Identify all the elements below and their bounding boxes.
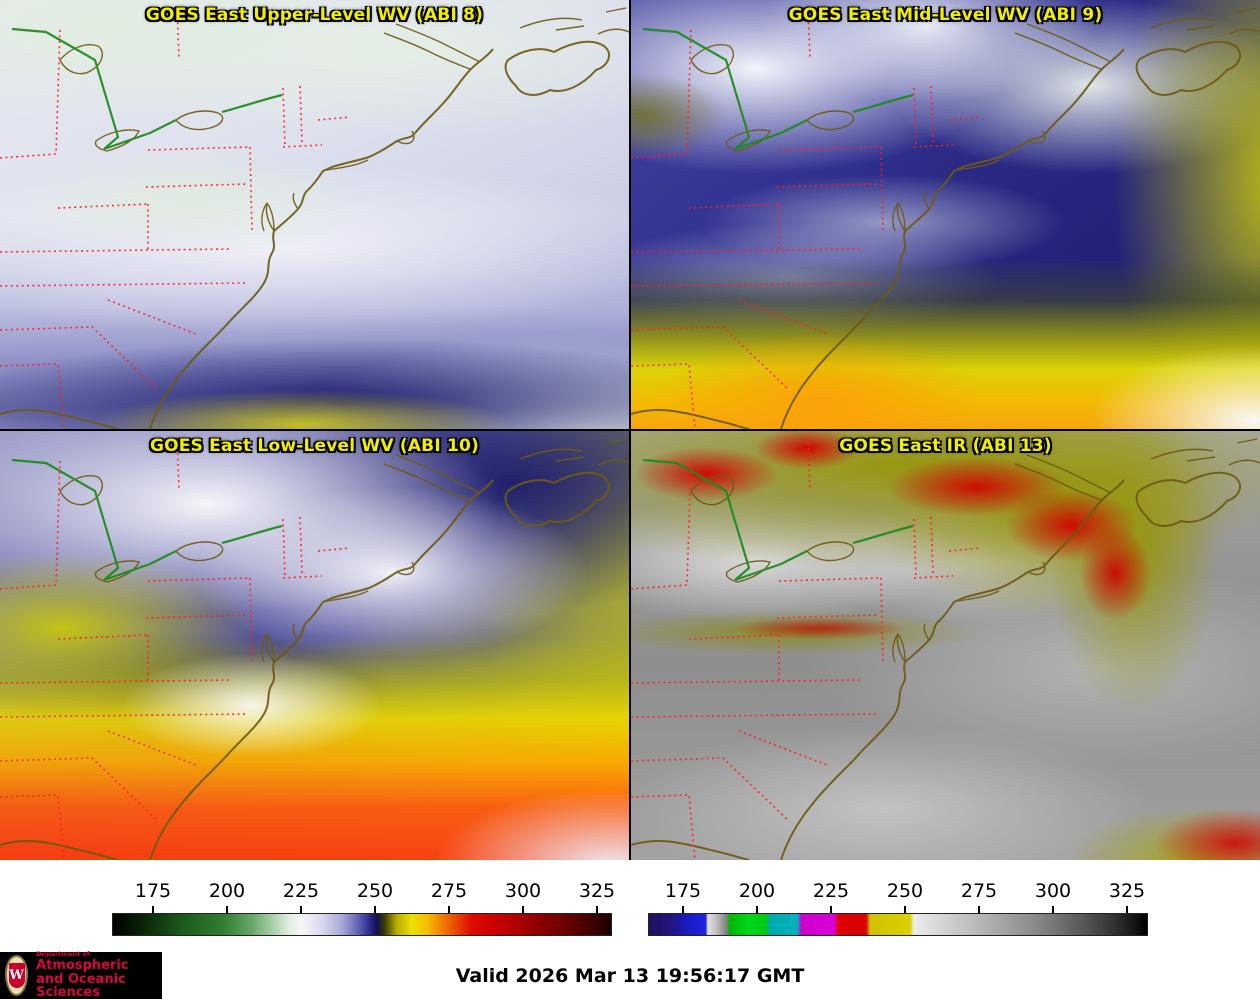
logo-text: Department of Atmospheric and Oceanic Sc…: [36, 951, 162, 999]
wv-colorbar-gradient: [112, 913, 612, 936]
uw-crest-icon: W: [5, 955, 29, 996]
tick-label: 275: [430, 880, 468, 902]
tick-label: 300: [1034, 880, 1072, 902]
crest-letter: W: [9, 968, 24, 983]
map-overlay: [0, 431, 629, 860]
tick-label: 200: [738, 880, 776, 902]
map-overlay: [631, 0, 1260, 429]
logo-line-3: and Oceanic Sciences: [36, 971, 126, 999]
tick-label: 250: [356, 880, 394, 902]
tick-label: 325: [1108, 880, 1146, 902]
panel-mid-level-wv: GOES East Mid-Level WV (ABI 9): [631, 0, 1260, 429]
tick-label: 325: [578, 880, 616, 902]
map-overlay: [631, 431, 1260, 860]
aos-logo: W Department of Atmospheric and Oceanic …: [0, 951, 162, 999]
tick-label: 250: [886, 880, 924, 902]
ir-colorbar: 175 200 225 250 275 300 325: [648, 862, 1148, 942]
tick-label: 200: [208, 880, 246, 902]
panel-title: GOES East IR (ABI 13): [839, 436, 1052, 456]
tick-label: 225: [812, 880, 850, 902]
tick-label: 225: [282, 880, 320, 902]
tick-label: 275: [960, 880, 998, 902]
tick-label: 300: [504, 880, 542, 902]
panel-upper-level-wv: GOES East Upper-Level WV (ABI 8): [0, 0, 629, 429]
panel-grid: GOES East Upper-Level WV (ABI 8) GOES Ea…: [0, 0, 1260, 860]
tick-label: 175: [134, 880, 172, 902]
panel-title: GOES East Upper-Level WV (ABI 8): [145, 5, 484, 25]
map-overlay: [0, 0, 629, 429]
panel-title: GOES East Low-Level WV (ABI 10): [149, 436, 479, 456]
panel-low-level-wv: GOES East Low-Level WV (ABI 10): [0, 431, 629, 860]
uw-shield-icon: W: [8, 963, 25, 988]
logo-line-2: Atmospheric: [36, 957, 129, 973]
tick-label: 175: [664, 880, 702, 902]
valid-time: Valid 2026 Mar 13 19:56:17 GMT: [455, 965, 805, 987]
wv-colorbar: 175 200 225 250 275 300 325: [112, 862, 616, 942]
logo-line-1: Department of: [36, 950, 90, 959]
legend-section: 175 200 225 250 275 300 325 175 200 225 …: [0, 862, 1260, 999]
ir-colorbar-gradient: [648, 913, 1148, 936]
panel-title: GOES East Mid-Level WV (ABI 9): [788, 5, 1103, 25]
panel-ir: GOES East IR (ABI 13): [631, 431, 1260, 860]
